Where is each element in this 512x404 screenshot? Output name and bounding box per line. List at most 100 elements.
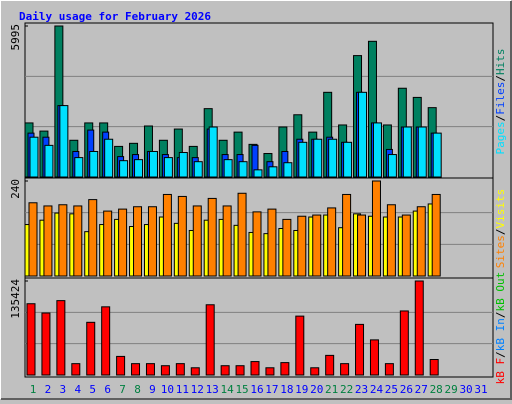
bar <box>73 205 83 277</box>
bar <box>313 138 323 178</box>
x-tick-label: 13 <box>206 383 219 396</box>
bar <box>190 367 200 376</box>
x-tick-label: 12 <box>191 383 204 396</box>
bar <box>268 166 278 178</box>
y-tick-label: 240 <box>9 179 22 199</box>
bar <box>175 363 185 376</box>
bar <box>369 339 379 376</box>
bar <box>416 206 426 277</box>
bar <box>160 365 170 376</box>
bar <box>162 193 172 277</box>
x-tick-label: 11 <box>176 383 189 396</box>
bar <box>193 161 203 178</box>
bar <box>56 300 66 376</box>
x-tick-label: 31 <box>474 383 487 396</box>
bar <box>29 136 39 178</box>
bar <box>357 214 367 277</box>
bar <box>325 354 335 376</box>
bar <box>340 363 350 376</box>
bar <box>414 280 424 376</box>
bar <box>220 365 230 376</box>
bar <box>238 161 248 178</box>
bar <box>223 159 233 178</box>
x-tick-label: 23 <box>355 383 368 396</box>
bar <box>178 152 188 178</box>
bar <box>297 215 307 277</box>
x-tick-label: 2 <box>45 383 52 396</box>
bar <box>145 363 155 376</box>
bar <box>59 105 69 178</box>
x-tick-label: 29 <box>445 383 458 396</box>
bar <box>429 359 439 376</box>
x-tick-label: 17 <box>265 383 278 396</box>
legend-separator: / <box>494 115 507 122</box>
bar <box>177 195 187 277</box>
x-tick-label: 5 <box>89 383 96 396</box>
bar <box>26 303 36 376</box>
bar <box>28 202 38 277</box>
bar <box>208 126 218 178</box>
bar <box>298 141 308 178</box>
bar <box>417 126 427 178</box>
legend-entry: kB F <box>494 358 507 385</box>
chart-title: Daily usage for February 2026 <box>19 10 211 23</box>
bar <box>283 162 293 178</box>
legend-entry: kB Out <box>494 272 507 312</box>
bar <box>253 169 263 178</box>
x-tick-label: 28 <box>430 383 443 396</box>
bar <box>131 363 141 376</box>
bar <box>148 150 158 178</box>
bar <box>342 193 352 277</box>
x-tick-label: 16 <box>250 383 263 396</box>
x-tick-label: 18 <box>280 383 293 396</box>
bar <box>58 204 68 277</box>
bar <box>86 321 96 376</box>
x-tick-label: 25 <box>385 383 398 396</box>
bar <box>252 211 262 277</box>
legend-separator: / <box>494 311 507 318</box>
bar <box>43 205 53 277</box>
bar <box>119 160 129 178</box>
bar <box>386 204 396 277</box>
x-tick-label: 6 <box>104 383 111 396</box>
bar <box>74 157 84 178</box>
legend-entry: kB In <box>494 318 507 351</box>
bar <box>101 306 111 376</box>
bar <box>327 207 337 277</box>
legend-separator: / <box>494 351 507 358</box>
x-tick-label: 10 <box>161 383 174 396</box>
bar <box>343 141 353 178</box>
legend: kB F/kB In/kB Out <box>494 272 507 385</box>
bar <box>295 315 305 376</box>
bar <box>147 206 157 277</box>
x-tick-label: 1 <box>30 383 37 396</box>
legend: Sites/Visits <box>494 189 507 269</box>
bar <box>205 304 215 376</box>
bar <box>280 362 290 376</box>
bar <box>432 132 442 178</box>
x-tick-label: 14 <box>221 383 235 396</box>
bar <box>399 310 409 376</box>
bar <box>71 363 81 376</box>
bar <box>41 312 51 376</box>
bar <box>401 214 411 277</box>
bar <box>207 197 217 277</box>
bar <box>237 192 247 277</box>
x-tick-label: 26 <box>400 383 413 396</box>
legend: Pages/Files/Hits <box>494 49 507 155</box>
x-tick-label: 8 <box>134 383 141 396</box>
bar <box>235 365 245 376</box>
x-tick-label: 21 <box>325 383 338 396</box>
x-tick-label: 19 <box>295 383 308 396</box>
bar <box>358 91 368 178</box>
bar <box>116 355 126 376</box>
x-tick-label: 27 <box>415 383 428 396</box>
bar <box>387 154 397 178</box>
bar <box>371 180 381 277</box>
x-tick-label: 7 <box>119 383 126 396</box>
legend-entry: Hits <box>494 49 507 76</box>
x-tick-label: 24 <box>370 383 384 396</box>
bar <box>103 210 113 277</box>
